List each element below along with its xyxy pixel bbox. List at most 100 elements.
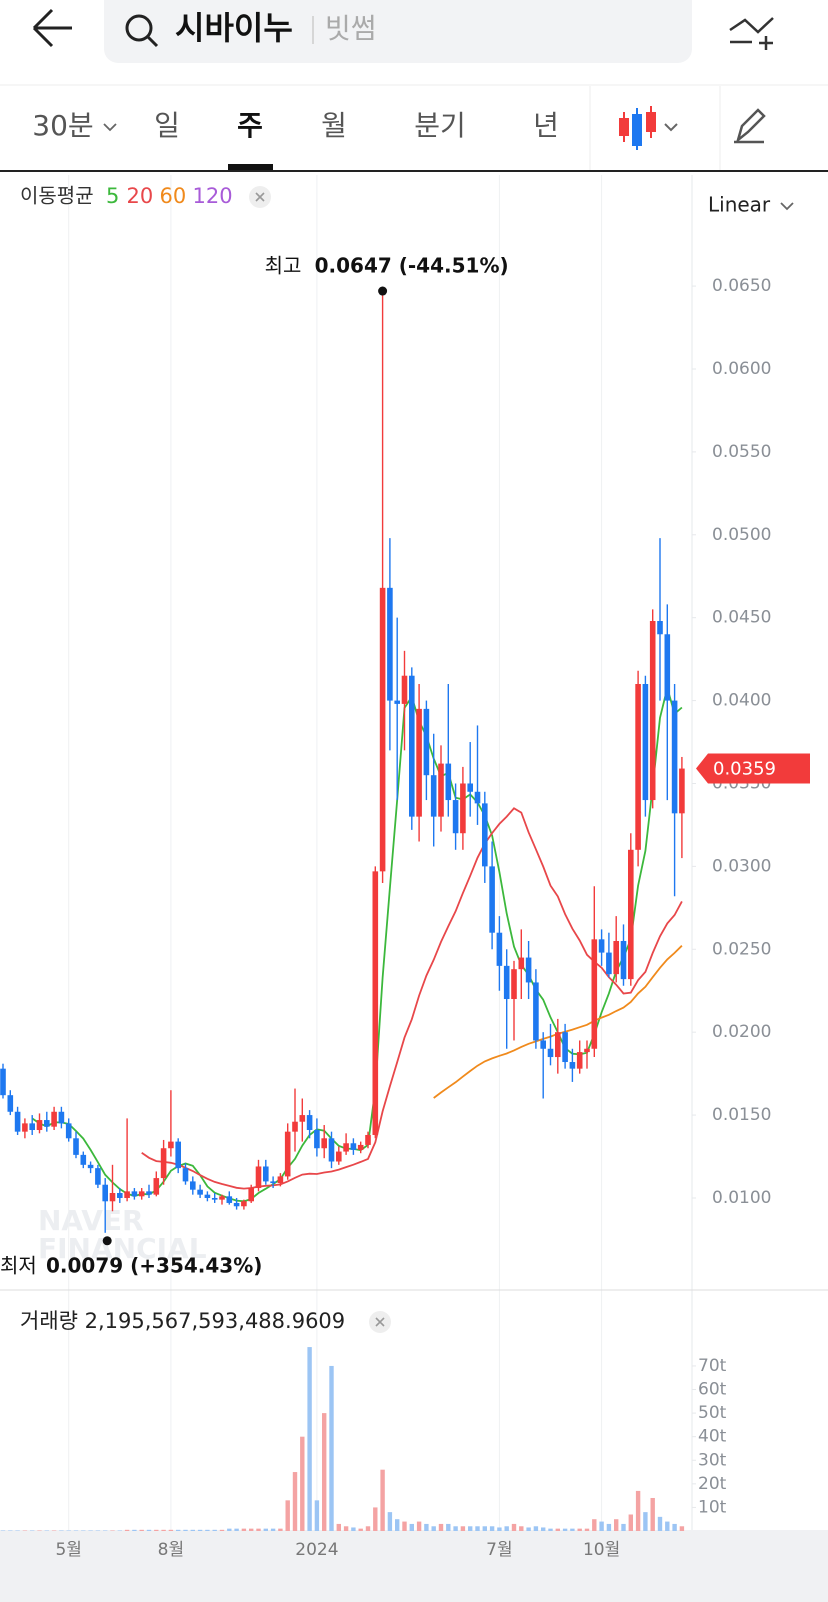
volume-bar: [628, 1514, 633, 1531]
volume-bar: [300, 1436, 305, 1531]
tab-indicator: [228, 164, 273, 171]
y-tick-label: 10t: [698, 1497, 727, 1517]
volume-bar: [489, 1526, 495, 1531]
back-button[interactable]: [32, 8, 72, 48]
candle-body: [336, 1151, 342, 1162]
candle-body: [430, 775, 437, 817]
volume-bar: [249, 1528, 254, 1531]
legend-item: 60: [160, 184, 187, 208]
compare-button[interactable]: [729, 17, 774, 50]
high-marker: [378, 286, 388, 296]
y-tick-label: 0.0650: [712, 276, 771, 296]
x-tick-label: 8월: [158, 1540, 184, 1560]
volume-bar: [292, 1472, 298, 1531]
volume-bar: [621, 1523, 626, 1531]
candle-body: [277, 1176, 284, 1184]
volume-bar: [358, 1528, 363, 1531]
scale-mode[interactable]: Linear: [708, 193, 771, 217]
y-tick-label: 0.0550: [712, 442, 771, 462]
volume-bar: [468, 1526, 473, 1531]
candle-body: [95, 1168, 101, 1185]
candle-body: [306, 1115, 313, 1131]
candle-body: [562, 1032, 568, 1063]
volume-bar: [650, 1497, 655, 1531]
volume-bar: [504, 1526, 509, 1531]
candle-body: [664, 634, 671, 701]
candle-body: [51, 1111, 57, 1127]
candle-body: [168, 1141, 174, 1149]
volume-bar: [672, 1523, 677, 1531]
candle-body: [65, 1123, 72, 1139]
chevron: [664, 123, 678, 132]
volume-bar: [453, 1526, 458, 1531]
candle-body: [671, 700, 678, 814]
volume-bar: [395, 1519, 400, 1531]
legend-item: 120: [193, 184, 233, 208]
candle-body: [569, 1062, 576, 1069]
x-tick-label: 2024: [295, 1540, 338, 1560]
y-tick-label: 0.0600: [712, 359, 771, 379]
tab[interactable]: 년: [533, 109, 559, 142]
candle-body: [211, 1197, 218, 1200]
tab[interactable]: 월: [321, 109, 347, 142]
volume-bar: [270, 1528, 276, 1531]
volume-bar: [643, 1512, 648, 1531]
volume-bar: [176, 1529, 181, 1531]
watermark: FINANCIAL: [38, 1232, 207, 1265]
candle-body: [460, 783, 466, 834]
candle-body: [241, 1201, 247, 1207]
volume-bar: [351, 1527, 356, 1531]
candle-body: [489, 866, 495, 933]
candle-body: [7, 1095, 14, 1112]
candle-body: [496, 932, 503, 966]
candle-body: [679, 768, 685, 814]
y-tick-label: 50t: [698, 1403, 727, 1423]
volume-bar: [416, 1521, 422, 1531]
draw-button[interactable]: [734, 108, 766, 144]
tab[interactable]: 주: [237, 109, 263, 142]
candle-body: [131, 1191, 138, 1197]
candle-body: [73, 1138, 79, 1155]
volume-bar: [365, 1526, 371, 1531]
x-tick-label: 7월: [486, 1540, 512, 1560]
volume-bar: [460, 1526, 466, 1531]
chart-type-button[interactable]: [619, 106, 678, 150]
candle-body: [255, 1166, 262, 1189]
candle-body: [409, 675, 415, 817]
candle-body: [365, 1134, 371, 1145]
candle-body: [649, 621, 656, 801]
candle-body: [547, 1048, 554, 1058]
candle-body: [14, 1111, 21, 1132]
icon: [619, 118, 629, 136]
candle-body: [372, 871, 379, 1135]
price-tag: [696, 753, 810, 784]
volume-bar: [614, 1519, 619, 1531]
volume-bar: [519, 1526, 524, 1531]
tab[interactable]: 분기: [414, 109, 466, 142]
volume-bar: [446, 1523, 451, 1531]
volume-bar: [322, 1413, 327, 1531]
candle-body: [299, 1115, 306, 1122]
volume-bar: [562, 1528, 568, 1531]
legend-item: 5: [106, 184, 119, 208]
volume-bar: [577, 1528, 582, 1531]
chevron: [103, 123, 117, 132]
volume-bar: [139, 1529, 144, 1531]
compare-icon: [759, 36, 773, 50]
low-value: 0.0079 (+354.43%): [46, 1254, 262, 1278]
volume-title: 거래량 2,195,567,593,488.9609: [20, 1309, 345, 1333]
search-text: 시바이누: [175, 9, 293, 47]
search-box[interactable]: [104, 0, 692, 63]
volume-bar: [541, 1527, 546, 1531]
candle-body: [401, 675, 408, 704]
candle-body: [292, 1121, 298, 1132]
candle-body: [36, 1120, 43, 1131]
compare-icon: [729, 17, 774, 34]
high-value: 0.0647 (-44.51%): [315, 254, 509, 278]
y-tick-label: 60t: [698, 1380, 727, 1400]
tab[interactable]: 30분: [32, 109, 93, 142]
candle-body: [219, 1196, 225, 1200]
tab[interactable]: 일: [154, 109, 180, 142]
candle-body: [474, 791, 481, 804]
close-icon: [255, 192, 265, 202]
